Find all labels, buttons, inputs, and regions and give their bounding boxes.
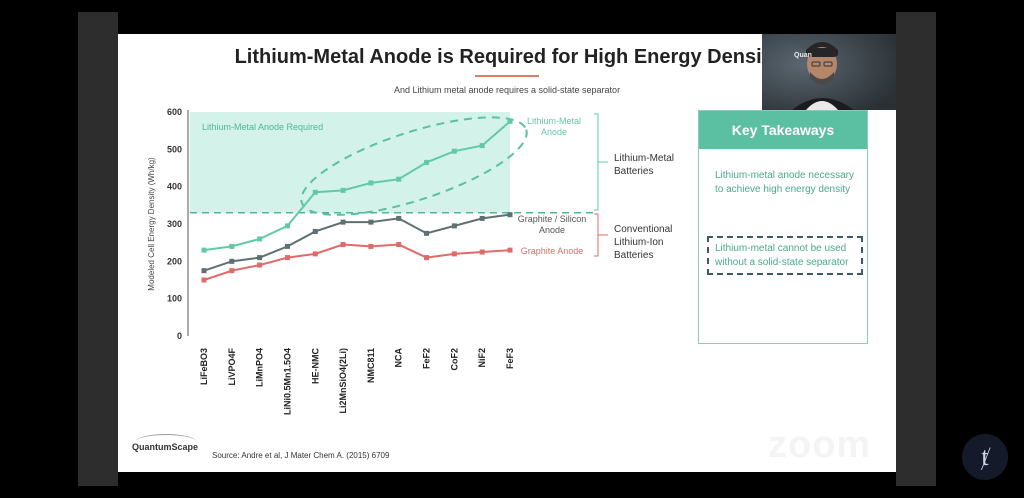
takeaway-2: Lithium-metal cannot be used without a s… bbox=[715, 243, 849, 268]
data-point-1-10 bbox=[479, 215, 485, 221]
y-tick-label: 600 bbox=[167, 107, 182, 117]
energy-density-chart: Lithium-Metal Anode Required 0 100 200 300 40… bbox=[147, 107, 608, 415]
x-tick-label: LiVPO4F bbox=[227, 348, 237, 386]
data-point-2-11 bbox=[507, 247, 513, 253]
takeaway-2-box: Lithium-metal cannot be used without a s… bbox=[707, 236, 863, 275]
data-point-0-0 bbox=[201, 247, 207, 253]
data-point-0-1 bbox=[229, 243, 235, 249]
data-point-0-2 bbox=[257, 236, 263, 242]
zoom-watermark: zoom bbox=[768, 424, 872, 466]
data-point-0-10 bbox=[479, 143, 485, 149]
series-line-1 bbox=[203, 213, 511, 272]
series-line-0 bbox=[203, 120, 511, 252]
speaker-webcam[interactable]: Quan bbox=[762, 34, 896, 110]
data-point-1-0 bbox=[201, 268, 207, 274]
takeaway-1: Lithium-metal anode necessary to achieve… bbox=[715, 170, 854, 195]
data-point-1-2 bbox=[257, 255, 263, 261]
title-underline bbox=[475, 75, 539, 77]
data-point-1-3 bbox=[284, 243, 290, 249]
x-tick-label: NMC811 bbox=[366, 348, 376, 383]
series-line-2 bbox=[203, 243, 511, 281]
x-tick-label: LiNi0.5Mn1.5O4 bbox=[282, 348, 292, 415]
data-point-1-4 bbox=[312, 228, 318, 234]
x-tick-label: NCA bbox=[394, 348, 404, 368]
data-point-2-9 bbox=[451, 251, 457, 257]
y-axis-label: Modeled Cell Energy Density (Wh/kg) bbox=[147, 157, 156, 291]
left-letterbox bbox=[78, 12, 118, 486]
data-point-2-4 bbox=[312, 251, 318, 257]
x-tick-label: CoF2 bbox=[449, 348, 459, 371]
speaker-video bbox=[762, 34, 896, 110]
data-point-1-6 bbox=[368, 219, 374, 225]
bracket-lithium-metal bbox=[594, 113, 599, 211]
annotation-lithium-metal-anode: Lithium-Metal Anode bbox=[526, 116, 582, 138]
key-takeaways-header: Key Takeaways bbox=[699, 111, 867, 149]
data-point-1-9 bbox=[451, 223, 457, 229]
data-point-1-8 bbox=[424, 230, 430, 236]
channel-logo-icon: ⱦ bbox=[962, 434, 1008, 480]
y-tick-label: 100 bbox=[167, 294, 182, 304]
quantumscape-logo-arc bbox=[136, 434, 196, 449]
lithium-metal-region bbox=[190, 112, 510, 213]
x-tick-label: LiMnPO4 bbox=[255, 348, 265, 387]
data-point-0-7 bbox=[396, 176, 402, 182]
data-point-2-0 bbox=[201, 277, 207, 283]
data-point-0-5 bbox=[340, 187, 346, 193]
y-tick-label: 400 bbox=[167, 182, 182, 192]
data-point-2-3 bbox=[284, 255, 290, 261]
key-takeaways-panel: Key Takeaways Lithium-metal anode necess… bbox=[698, 110, 868, 344]
y-tick-label: 500 bbox=[167, 144, 182, 154]
lithium-metal-ellipse bbox=[300, 116, 528, 216]
data-point-2-6 bbox=[368, 243, 374, 249]
data-point-0-9 bbox=[451, 148, 457, 154]
data-point-0-11 bbox=[507, 118, 513, 124]
slide-subtitle: And Lithium metal anode requires a solid… bbox=[393, 85, 621, 95]
data-point-1-7 bbox=[396, 215, 402, 221]
data-point-2-8 bbox=[424, 255, 430, 261]
x-tick-label: LiFeBO3 bbox=[199, 348, 209, 385]
annotation-graphite-silicon-anode: Graphite / Silicon Anode bbox=[517, 214, 587, 236]
bracket-conventional bbox=[594, 213, 599, 257]
x-tick-label: HE-NMC bbox=[310, 348, 320, 384]
data-point-1-1 bbox=[229, 258, 235, 264]
right-letterbox bbox=[896, 12, 936, 486]
y-tick-label: 300 bbox=[167, 219, 182, 229]
source-citation: Source: Andre et al, J Mater Chem A. (20… bbox=[212, 451, 390, 460]
data-point-1-5 bbox=[340, 219, 346, 225]
data-point-0-6 bbox=[368, 180, 374, 186]
x-tick-label: FeF3 bbox=[505, 348, 515, 369]
data-point-0-8 bbox=[424, 159, 430, 165]
data-point-0-4 bbox=[312, 189, 318, 195]
slide-title: Lithium-Metal Anode is Required for High… bbox=[234, 46, 780, 68]
data-point-0-3 bbox=[284, 223, 290, 229]
data-point-2-5 bbox=[340, 242, 346, 248]
x-tick-label: FeF2 bbox=[422, 348, 432, 369]
y-tick-label: 0 bbox=[177, 331, 182, 341]
label-lithium-metal-batteries: Lithium-Metal Batteries bbox=[614, 153, 675, 177]
data-point-1-11 bbox=[507, 212, 513, 218]
data-point-2-1 bbox=[229, 268, 235, 274]
x-tick-label: Li2MnSiO4(2Li) bbox=[338, 348, 348, 414]
label-conventional-batteries: Conventional Lithium-Ion Batteries bbox=[614, 224, 673, 261]
x-tick-label: NiF2 bbox=[477, 348, 487, 368]
y-tick-label: 200 bbox=[167, 256, 182, 266]
webcam-overlay-text: Quan bbox=[794, 52, 812, 59]
data-point-2-2 bbox=[257, 262, 263, 268]
data-point-2-7 bbox=[396, 242, 402, 248]
region-label: Lithium-Metal Anode Required bbox=[202, 122, 323, 132]
quantumscape-logo: QuantumScape bbox=[132, 442, 199, 452]
data-point-2-10 bbox=[479, 249, 485, 255]
annotation-graphite-anode: Graphite Anode bbox=[520, 246, 584, 256]
